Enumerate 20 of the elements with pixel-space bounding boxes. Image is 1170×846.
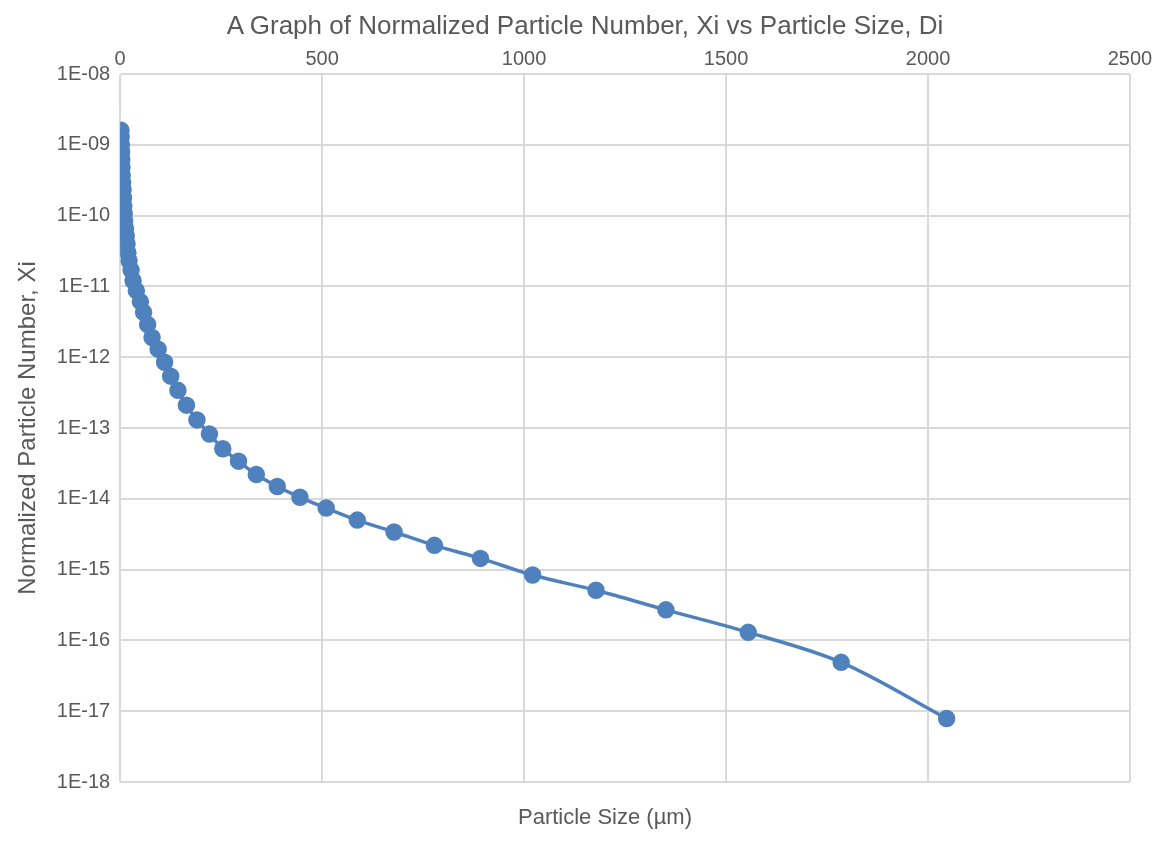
x-axis-title: Particle Size (µm) [516,804,693,830]
y-tick-label: 1E-10 [56,203,111,226]
x-tick-label: 500 [305,46,339,69]
y-tick-label: 1E-12 [56,344,111,367]
x-tick-label: 1500 [703,46,749,69]
y-tick-label: 1E-15 [56,557,111,580]
y-tick-label: 1E-18 [56,769,111,792]
y-tick-label: 1E-14 [56,486,111,509]
y-tick-label: 1E-13 [56,415,111,438]
x-tick-label: 2000 [905,46,951,69]
x-tick-label: 2500 [1107,46,1153,69]
y-tick-label: 1E-17 [56,698,111,721]
y-axis-title: Normalized Particle Number, Xi [13,261,41,595]
x-tick-label: 1000 [501,46,547,69]
y-tick-label: 1E-16 [56,627,111,650]
chart-title: A Graph of Normalized Particle Number, Xi vs Particle Size, Di [225,9,945,42]
y-tick-label: 1E-11 [58,273,111,296]
x-tick-label: 0 [114,46,126,69]
y-tick-label: 1E-09 [56,132,111,155]
y-tick-label: 1E-08 [56,61,111,84]
